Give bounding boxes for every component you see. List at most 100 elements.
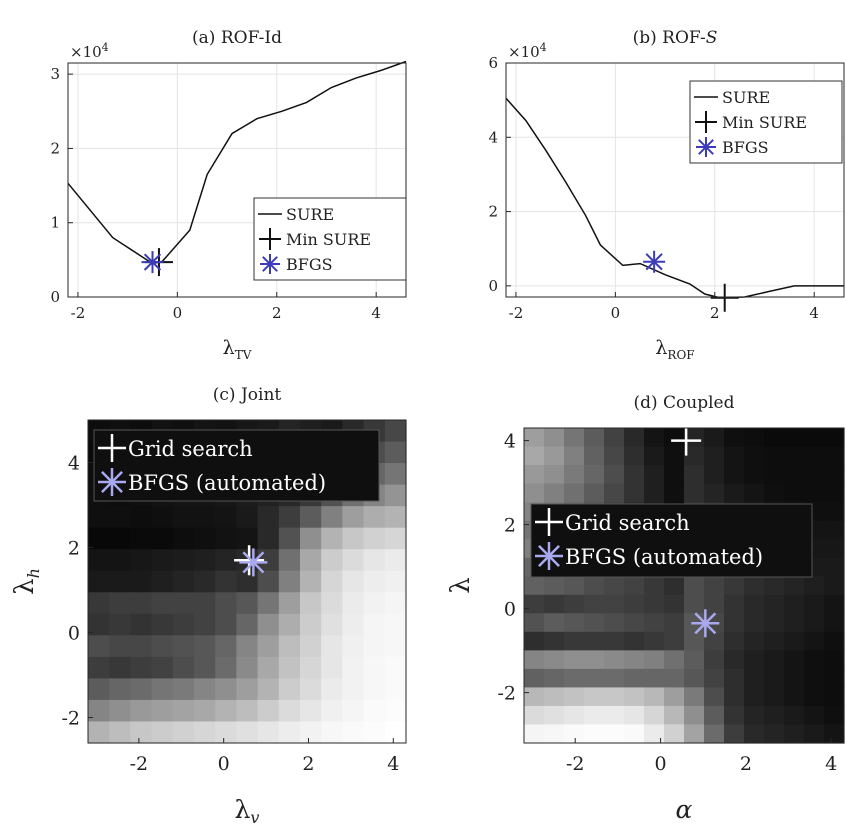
- heatmap-cell: [321, 656, 343, 679]
- legend-label: Grid search: [128, 437, 253, 461]
- heatmap-cell: [109, 699, 131, 723]
- heatmap-cell: [664, 446, 685, 466]
- heatmap-cell: [564, 428, 585, 448]
- heatmap-cell: [130, 592, 153, 615]
- heatmap-cell: [151, 678, 174, 701]
- heatmap-cell: [804, 483, 825, 503]
- heatmap-cell: [764, 465, 785, 485]
- y-tick-label: 0: [50, 288, 60, 306]
- heatmap-cell: [363, 699, 386, 723]
- heatmap-cell: [564, 631, 585, 651]
- heatmap-cell: [804, 687, 825, 707]
- heatmap-cell: [584, 724, 605, 744]
- heatmap-cell: [321, 592, 343, 615]
- heatmap-cell: [278, 635, 301, 658]
- heatmap-cell: [172, 549, 195, 572]
- heatmap-cell: [151, 506, 174, 529]
- heatmap-cell: [544, 705, 565, 726]
- heatmap-cell: [342, 570, 365, 593]
- heatmap-cell: [300, 635, 322, 658]
- heatmap-cell: [684, 631, 705, 651]
- heatmap-cell: [824, 557, 845, 577]
- heatmap-cell: [804, 576, 825, 596]
- heatmap-cell: [664, 613, 685, 633]
- heatmap-cell: [151, 527, 174, 550]
- heatmap-cell: [194, 699, 216, 723]
- heatmap-cell: [278, 592, 301, 615]
- heatmap-cell: [544, 631, 565, 651]
- y-tick-label: 2: [504, 515, 516, 537]
- heatmap-cell: [824, 650, 845, 670]
- heatmap-cell: [824, 724, 845, 744]
- heatmap-cell: [664, 687, 685, 707]
- heatmap-cell: [664, 650, 685, 670]
- heatmap-cell: [172, 613, 195, 636]
- heatmap-cell: [130, 699, 153, 723]
- bfgs-marker-d2: [143, 253, 162, 271]
- heatmap-cell: [804, 724, 825, 744]
- heatmap-cell: [524, 668, 545, 689]
- heatmap-cell: [130, 549, 153, 572]
- heatmap-cell: [824, 668, 845, 689]
- heatmap-cell: [544, 724, 565, 744]
- heatmap-cell: [524, 483, 545, 503]
- heatmap-cell: [624, 668, 645, 689]
- heatmap-cell: [744, 594, 765, 614]
- heatmap-cell: [564, 650, 585, 670]
- heatmap-cell: [704, 446, 725, 466]
- heatmap-cell: [257, 635, 280, 658]
- heatmap-cell: [684, 724, 705, 744]
- heatmap-cell: [151, 656, 174, 679]
- heatmap-cell: [604, 631, 625, 651]
- heatmap-cell: [363, 527, 386, 550]
- heatmap-cell: [236, 506, 259, 529]
- heatmap-cell: [172, 656, 195, 679]
- heatmap-cell: [109, 613, 131, 636]
- heatmap-cell: [384, 441, 407, 464]
- x-tick-label: 2: [272, 304, 282, 322]
- heatmap-cell: [278, 506, 301, 529]
- heatmap-cell: [300, 570, 322, 593]
- legend-label: BFGS: [722, 138, 769, 157]
- heatmap-cell: [300, 549, 322, 572]
- heatmap-cell: [342, 699, 365, 723]
- heatmap-cell: [644, 428, 665, 448]
- legend-label: Min SURE: [722, 113, 807, 132]
- heatmap-cell: [342, 656, 365, 679]
- heatmap-cell: [744, 687, 765, 707]
- heatmap-cell: [784, 724, 805, 744]
- heatmap-cell: [321, 549, 343, 572]
- heatmap-cell: [824, 594, 845, 614]
- heatmap-cell: [724, 594, 745, 614]
- heatmap-cell: [384, 463, 407, 486]
- heatmap-cell: [704, 594, 725, 614]
- heatmap-cell: [644, 594, 665, 614]
- legend-star-swatch-d2: [698, 139, 714, 155]
- heatmap-cell: [684, 446, 705, 466]
- heatmap-cell: [584, 483, 605, 503]
- heatmap-cell: [704, 465, 725, 485]
- heatmap-cell: [584, 687, 605, 707]
- heatmap-cell: [130, 613, 153, 636]
- heatmap-cell: [624, 724, 645, 744]
- heatmap-cell: [300, 656, 322, 679]
- heatmap-cell: [664, 631, 685, 651]
- heatmap-cell: [130, 527, 153, 550]
- heatmap-cell: [824, 576, 845, 596]
- heatmap-cell: [257, 570, 280, 593]
- heatmap-cell: [604, 446, 625, 466]
- heatmap-cell: [644, 705, 665, 726]
- heatmap-cell: [363, 656, 386, 679]
- heatmap-cell: [257, 613, 280, 636]
- bfgs-marker-d2: [645, 253, 663, 271]
- heatmap-cell: [215, 506, 237, 529]
- heatmap-cell: [564, 446, 585, 466]
- heatmap-cell: [744, 631, 765, 651]
- heatmap-cell: [524, 687, 545, 707]
- heatmap-cell: [524, 428, 545, 448]
- heatmap-cell: [764, 650, 785, 670]
- heatmap-cell: [363, 635, 386, 658]
- y-axis-label: λ: [446, 577, 476, 593]
- heatmap-cell: [764, 594, 785, 614]
- y-axis-label-subscript: h: [24, 568, 43, 578]
